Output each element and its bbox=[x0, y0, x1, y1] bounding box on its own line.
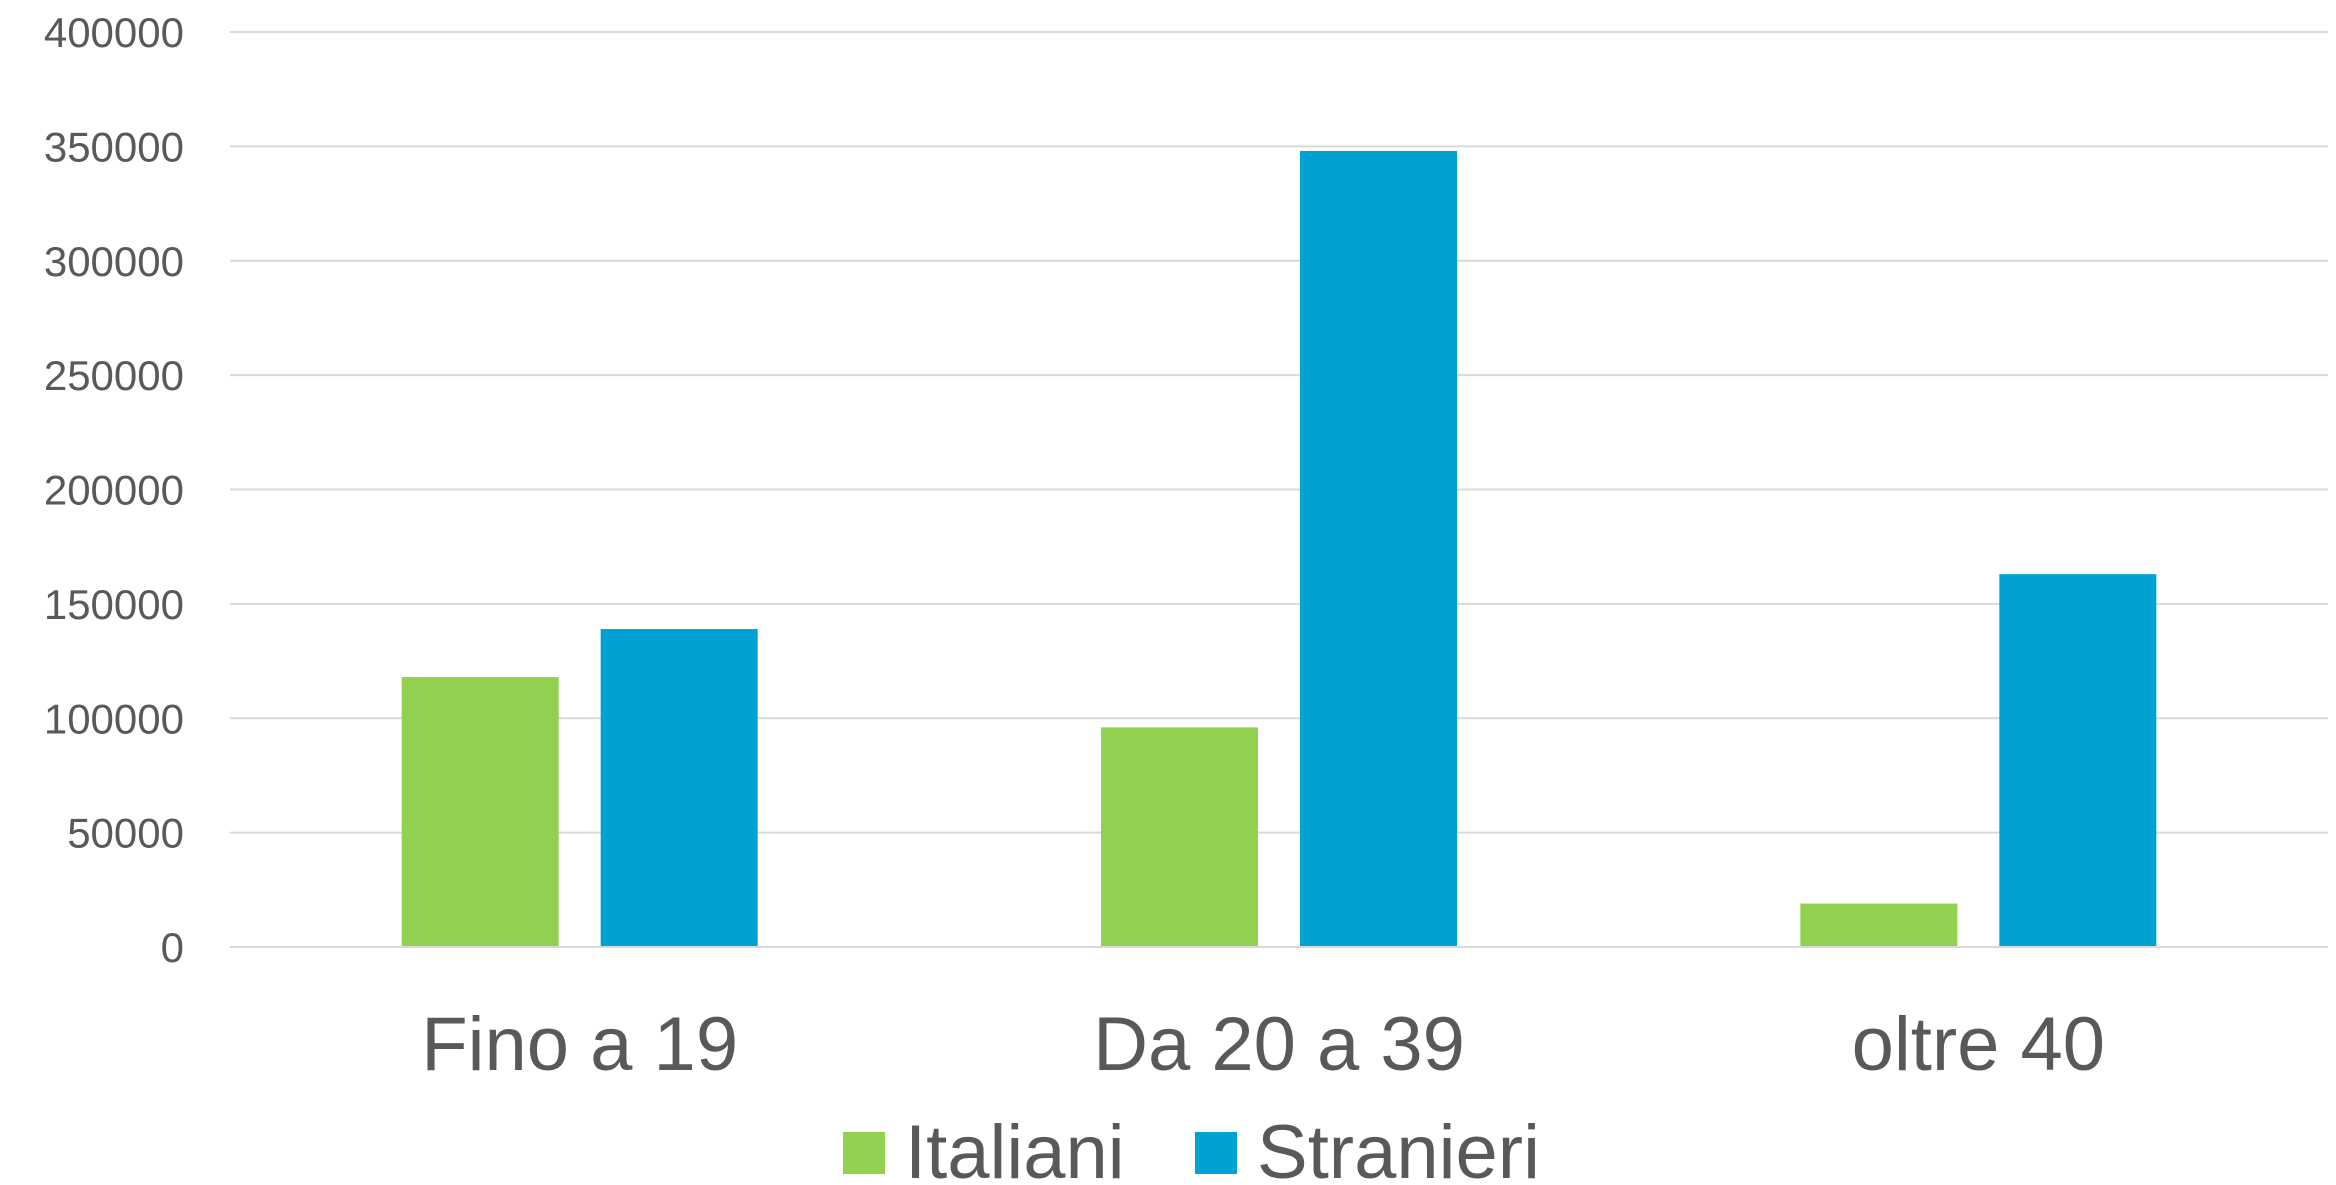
y-tick-label: 200000 bbox=[44, 467, 184, 514]
bar-stranieri-1 bbox=[600, 629, 758, 947]
y-tick-label: 50000 bbox=[67, 810, 184, 857]
legend-label-italiani: Italiani bbox=[905, 1110, 1125, 1185]
y-tick-label: 350000 bbox=[44, 123, 184, 170]
y-axis-tick-labels: 0 50000 100000 150000 200000 250000 300000 3500… bbox=[44, 9, 184, 971]
bar-italiani-3 bbox=[1800, 903, 1958, 947]
y-tick-label: 250000 bbox=[44, 352, 184, 399]
bar-italiani-2 bbox=[1101, 727, 1258, 947]
bar-stranieri-2 bbox=[1300, 150, 1457, 947]
y-tick-label: 150000 bbox=[44, 581, 184, 628]
legend: Italiani Stranieri bbox=[843, 1110, 1540, 1185]
y-tick-label: 0 bbox=[161, 924, 184, 971]
x-tick-label: oltre 40 bbox=[1852, 1002, 2106, 1087]
gridlines bbox=[230, 31, 2328, 834]
x-axis-tick-labels: Fino a 19 Da 20 a 39 oltre 40 bbox=[421, 1002, 2105, 1087]
legend-label-stranieri: Stranieri bbox=[1257, 1110, 1540, 1185]
bar-italiani-1 bbox=[401, 677, 559, 947]
x-tick-label: Da 20 a 39 bbox=[1093, 1002, 1465, 1087]
y-tick-label: 400000 bbox=[44, 9, 184, 56]
y-tick-label: 100000 bbox=[44, 695, 184, 742]
y-tick-label: 300000 bbox=[44, 238, 184, 285]
legend-swatch-stranieri bbox=[1195, 1132, 1237, 1174]
bar-stranieri-3 bbox=[1999, 574, 2157, 947]
legend-swatch-italiani bbox=[843, 1132, 885, 1174]
x-tick-label: Fino a 19 bbox=[421, 1002, 738, 1087]
bars bbox=[401, 150, 2157, 947]
